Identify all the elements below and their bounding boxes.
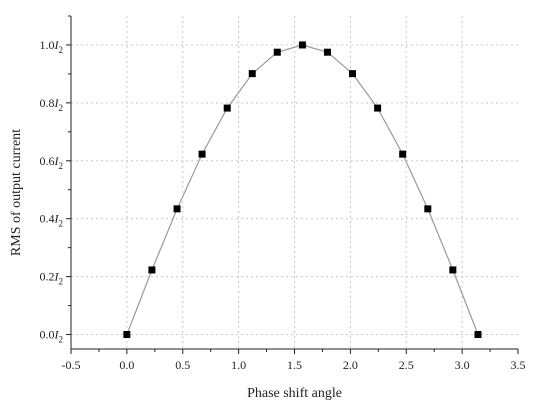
data-point: [273, 48, 281, 56]
y-tick-label: 0.6I2: [40, 154, 64, 171]
series-line: [126, 44, 479, 335]
y-tick-symbol: I: [54, 270, 60, 284]
data-point: [298, 41, 306, 49]
y-tick-symbol: I: [54, 154, 60, 168]
x-tick-label: 2.0: [343, 358, 358, 372]
x-axis-title: Phase shift angle: [247, 386, 342, 401]
data-point: [248, 70, 256, 78]
data-point: [399, 150, 407, 158]
grid-lines: [71, 16, 518, 349]
series-group: [123, 41, 482, 339]
y-tick-value: 0.6: [40, 154, 55, 168]
data-point: [173, 205, 181, 213]
x-tick-label: 3.5: [511, 358, 526, 372]
y-tick-value: 0.8: [40, 96, 55, 110]
y-tick-subscript: 2: [59, 161, 64, 171]
y-tick-label: 1.0I2: [40, 38, 64, 55]
x-tick-label: 3.0: [455, 358, 470, 372]
y-tick-label: 0.2I2: [40, 270, 64, 287]
y-tick-subscript: 2: [59, 277, 64, 287]
tick-marks: [66, 15, 519, 354]
y-tick-subscript: 2: [59, 219, 64, 229]
data-point: [198, 150, 206, 158]
data-point: [348, 70, 356, 78]
y-tick-label: 0.8I2: [40, 96, 64, 113]
y-axis-title: RMS of output current: [9, 129, 24, 256]
data-point: [323, 48, 331, 56]
y-tick-symbol: I: [54, 38, 60, 52]
y-tick-subscript: 2: [59, 335, 64, 345]
data-point: [123, 331, 131, 339]
y-tick-label: 0.4I2: [40, 212, 64, 229]
x-tick-labels: -0.5 0.0 0.5 1.0 1.5 2.0 2.5 3.0 3.5: [62, 358, 526, 372]
x-tick-label: 0.5: [175, 358, 190, 372]
y-tick-symbol: I: [54, 212, 60, 226]
y-tick-symbol: I: [54, 96, 60, 110]
y-tick-label: 0.0I2: [40, 328, 64, 345]
x-tick-label: 1.0: [231, 358, 246, 372]
data-point: [424, 205, 432, 213]
y-tick-subscript: 2: [59, 103, 64, 113]
y-tick-value: 0.0: [40, 328, 55, 342]
x-tick-label: 1.5: [287, 358, 302, 372]
y-tick-value: 0.4: [40, 212, 55, 226]
data-point: [148, 266, 156, 274]
data-point: [223, 104, 231, 112]
data-point: [474, 331, 482, 339]
y-tick-symbol: I: [54, 328, 60, 342]
y-tick-value: 0.2: [40, 270, 55, 284]
x-tick-label: 0.0: [119, 358, 134, 372]
x-tick-label: -0.5: [62, 358, 81, 372]
y-tick-value: 1.0: [40, 38, 55, 52]
data-point: [449, 266, 457, 274]
x-tick-label: 2.5: [399, 358, 414, 372]
data-point: [374, 104, 382, 112]
y-tick-subscript: 2: [59, 45, 64, 55]
